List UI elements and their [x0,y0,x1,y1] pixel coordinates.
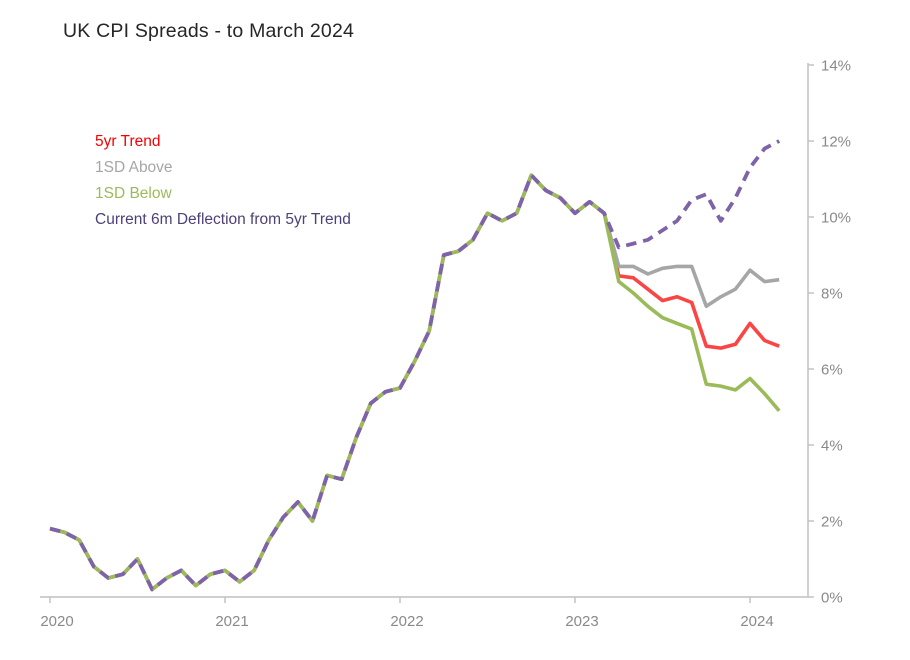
y-tick-label: 6% [821,362,843,379]
x-tick-label: 2023 [565,613,598,630]
legend-item-1: 1SD Above [95,159,173,176]
y-tick-label: 2% [821,514,843,531]
y-tick-label: 8% [821,286,843,303]
legend-item-0: 5yr Trend [95,133,161,150]
legend-item-2: 1SD Below [95,185,172,202]
y-tick-label: 12% [821,134,851,151]
chart-legend: 5yr Trend 1SD Above 1SD Below Current 6m De… [95,129,351,233]
y-tick-label: 4% [821,438,843,455]
x-tick-label: 2021 [215,613,248,630]
x-tick-label: 2024 [740,613,773,630]
y-tick-label: 0% [821,590,843,607]
series-line-0 [49,173,780,592]
series-line-2 [49,173,781,592]
y-tick-label: 14% [821,58,851,75]
x-tick-label: 2020 [40,613,73,630]
series-line-1 [49,173,780,592]
legend-item-3: Current 6m Deflection from 5yr Trend [95,211,351,228]
x-tick-label: 2022 [390,613,423,630]
y-tick-label: 10% [821,210,851,227]
page-title: UK CPI Spreads - to March 2024 [63,20,355,42]
